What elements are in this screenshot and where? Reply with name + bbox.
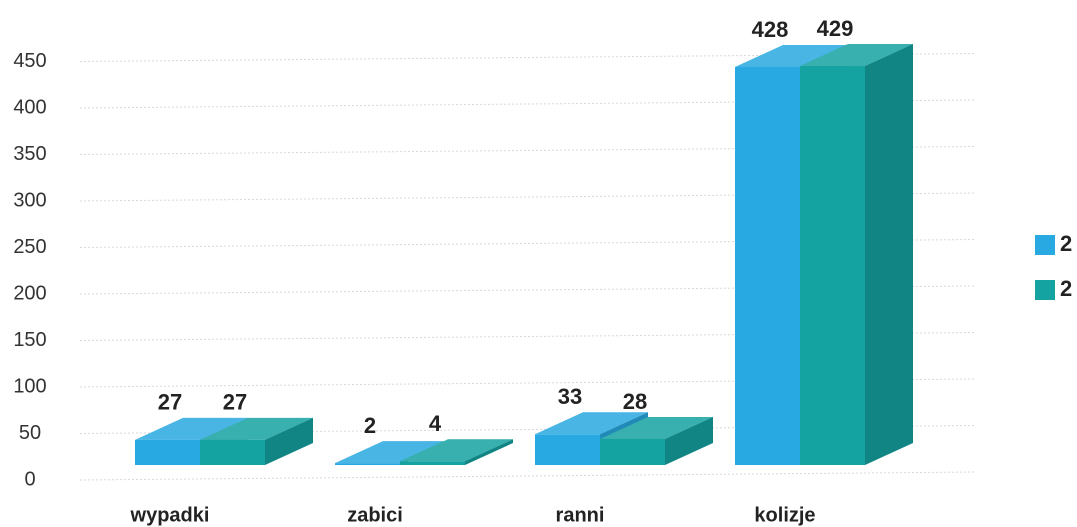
data-label: 27 [158, 390, 182, 415]
data-label: 33 [558, 384, 582, 409]
bar-top-shade [335, 441, 448, 464]
y-tick-label: 100 [13, 375, 46, 397]
y-tick-label: 300 [13, 189, 46, 211]
x-tick-label: zabici [347, 504, 403, 526]
bar-top-shade [735, 44, 848, 67]
bar [800, 66, 865, 465]
bar-side [265, 417, 313, 465]
y-tick-label: 150 [13, 329, 46, 351]
bar-side [665, 416, 713, 465]
grid-line [79, 471, 976, 481]
bar [600, 438, 665, 465]
bar-top [400, 439, 513, 462]
legend-swatch [1035, 235, 1055, 255]
data-label: 2 [364, 413, 376, 438]
y-tick-label: 250 [13, 236, 46, 258]
legend-label: 2 [1060, 231, 1072, 256]
y-tick-label: 350 [13, 143, 46, 165]
data-label: 429 [817, 16, 854, 41]
bar [535, 434, 600, 465]
bar-side-shade [665, 416, 713, 465]
data-label: 428 [752, 17, 789, 42]
bar [400, 461, 465, 465]
bar-top [335, 441, 448, 464]
bar-top-shade [535, 412, 648, 435]
y-tick-label: 200 [13, 282, 46, 304]
bar-top-shade [400, 439, 513, 462]
bar-side [865, 44, 913, 465]
data-label: 28 [623, 389, 647, 414]
bar-top-shade [200, 417, 313, 440]
bar-side [465, 439, 513, 465]
legend-label: 2 [1060, 276, 1072, 301]
bar-top [535, 412, 648, 435]
y-tick-label: 400 [13, 96, 46, 118]
bar-side-shade [465, 439, 513, 465]
bar-top [600, 416, 713, 439]
bar-top [800, 44, 913, 67]
bar [735, 66, 800, 466]
data-label: 27 [223, 390, 247, 415]
y-tick-label: 50 [19, 422, 41, 444]
bar-side-shade [865, 44, 913, 465]
bar-side-shade [265, 417, 313, 465]
bar-top-shade [800, 44, 913, 67]
bar-top-shade [600, 416, 713, 439]
bar-top-shade [135, 417, 248, 440]
bar-top [735, 44, 848, 67]
bar [200, 439, 265, 465]
x-tick-label: kolizje [754, 504, 815, 526]
x-tick-label: wypadki [130, 504, 210, 526]
y-tick-label: 0 [24, 468, 35, 490]
bar-top [135, 417, 248, 440]
bar [335, 463, 400, 465]
legend-swatch [1035, 280, 1055, 300]
y-tick-label: 450 [13, 50, 46, 72]
x-tick-label: ranni [556, 504, 605, 526]
bar-top [200, 417, 313, 440]
bar [135, 439, 200, 465]
data-label: 4 [429, 411, 442, 436]
